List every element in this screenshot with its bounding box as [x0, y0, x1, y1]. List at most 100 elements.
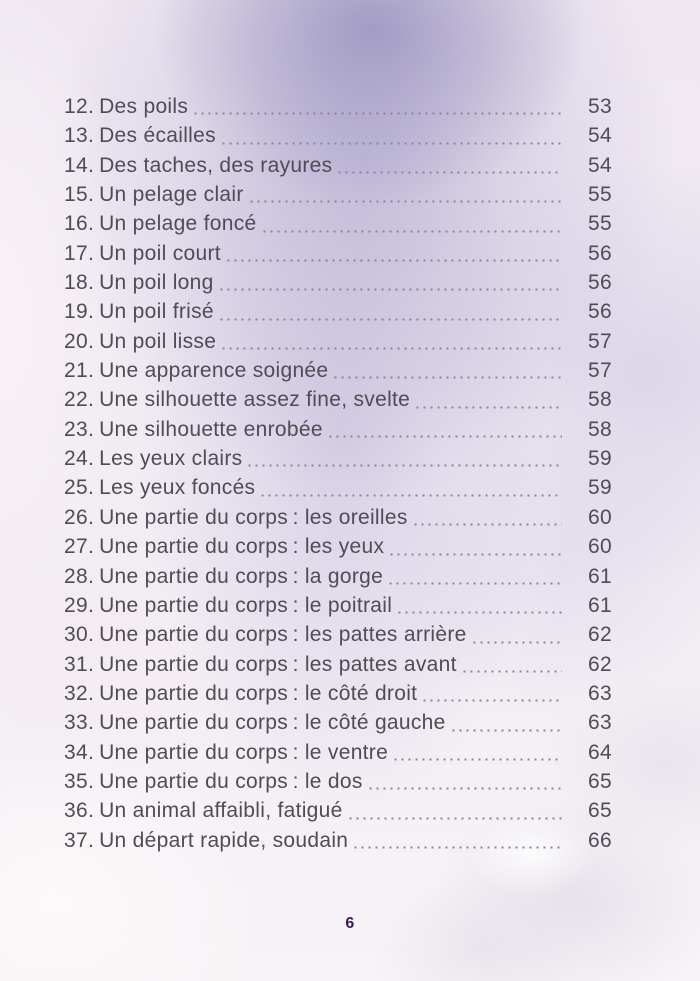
toc-entry-title: Un poil frisé [99, 300, 214, 324]
toc-entry-title: Une partie du corps : les pattes avant [99, 652, 457, 676]
toc-entry-number: 32. [64, 681, 95, 705]
toc-entry-number: 25. [64, 476, 95, 500]
toc-entry-number: 24. [64, 447, 95, 471]
toc-entry-title: Une partie du corps : la gorge [99, 564, 384, 588]
toc-entry-page: 60 [588, 535, 612, 559]
toc-entry-page: 56 [588, 271, 612, 295]
toc-entry: 15. Un pelage clair 55 [64, 180, 612, 209]
toc-entry-number: 13. [64, 124, 95, 148]
toc-entry-title: Un animal affaibli, fatigué [99, 799, 343, 823]
toc-entry-page: 53 [588, 95, 612, 118]
toc-dot-leader [261, 493, 562, 497]
toc-dot-leader [462, 669, 562, 673]
toc-entry-title: Les yeux clairs [99, 447, 243, 471]
toc-entry-title: Une silhouette enrobée [99, 417, 323, 441]
table-of-contents: 12. Des poils 53 13. Des écailles 54 14. Des ta… [64, 92, 612, 855]
toc-entry-title: Un poil court [99, 241, 221, 265]
toc-entry: 30. Une partie du corps : les pattes arri… [64, 620, 612, 649]
toc-entry-title: Une silhouette assez fine, svelte [99, 388, 411, 412]
toc-entry: 35. Une partie du corps : le dos 65 [64, 767, 612, 796]
toc-entry-number: 15. [64, 183, 95, 207]
toc-dot-leader [368, 787, 562, 791]
toc-dot-leader [413, 523, 562, 527]
toc-entry-page: 55 [588, 183, 612, 207]
toc-dot-leader [389, 581, 562, 585]
toc-dot-leader [394, 757, 562, 761]
toc-entry-title: Une partie du corps : les pattes arrière [99, 623, 467, 647]
toc-entry: 29. Une partie du corps : le poitrail 61 [64, 591, 612, 620]
toc-entry-page: 59 [588, 476, 612, 500]
toc-entry-number: 33. [64, 711, 95, 735]
toc-dot-leader [348, 816, 562, 820]
toc-entry: 27. Une partie du corps : les yeux 60 [64, 532, 612, 561]
toc-entry-number: 35. [64, 769, 95, 793]
toc-entry: 22. Une silhouette assez fine, svelte 58 [64, 385, 612, 414]
toc-entry: 34. Une partie du corps : le ventre 64 [64, 738, 612, 767]
toc-entry-number: 21. [64, 359, 95, 383]
toc-dot-leader [451, 728, 562, 732]
toc-dot-leader [226, 259, 562, 263]
toc-entry-number: 36. [64, 799, 95, 823]
toc-entry-page: 59 [588, 447, 612, 471]
toc-entry-page: 54 [588, 153, 612, 177]
toc-dot-leader [219, 288, 562, 292]
page-footer: 6 [0, 915, 700, 933]
toc-entry-title: Un poil long [99, 271, 214, 295]
toc-dot-leader [221, 141, 562, 145]
toc-entry-number: 20. [64, 329, 95, 353]
toc-dot-leader [472, 640, 562, 644]
toc-entry-page: 55 [588, 212, 612, 236]
toc-entry-number: 14. [64, 153, 95, 177]
toc-dot-leader [328, 435, 562, 439]
toc-entry-number: 22. [64, 388, 95, 412]
toc-entry-page: 65 [588, 769, 612, 793]
toc-entry-title: Les yeux foncés [99, 476, 256, 500]
toc-entry-number: 37. [64, 828, 95, 852]
toc-entry-page: 57 [588, 359, 612, 383]
toc-entry-number: 12. [64, 95, 95, 118]
toc-entry-number: 26. [64, 505, 95, 529]
toc-entry: 18. Un poil long 56 [64, 268, 612, 297]
toc-dot-leader [248, 464, 562, 468]
toc-entry-title: Des poils [99, 95, 189, 118]
toc-entry: 37. Un départ rapide, soudain 66 [64, 826, 612, 855]
toc-entry: 13. Des écailles 54 [64, 121, 612, 150]
toc-entry-number: 34. [64, 740, 95, 764]
toc-entry: 14. Des taches, des rayures 54 [64, 151, 612, 180]
toc-entry-page: 66 [588, 828, 612, 852]
toc-dot-leader [219, 317, 562, 321]
toc-entry-number: 17. [64, 241, 95, 265]
folio-page-number: 6 [345, 915, 355, 932]
toc-entry-title: Des taches, des rayures [99, 153, 333, 177]
toc-entry-page: 61 [588, 564, 612, 588]
toc-entry-title: Un pelage clair [99, 183, 244, 207]
toc-entry-page: 63 [588, 681, 612, 705]
toc-entry-page: 58 [588, 388, 612, 412]
toc-entry-page: 63 [588, 711, 612, 735]
toc-entry-number: 27. [64, 535, 95, 559]
toc-entry-number: 23. [64, 417, 95, 441]
toc-entry-page: 56 [588, 300, 612, 324]
toc-dot-leader [194, 112, 562, 116]
toc-entry: 17. Un poil court 56 [64, 239, 612, 268]
toc-dot-leader [222, 347, 562, 351]
toc-entry: 16. Un pelage foncé 55 [64, 209, 612, 238]
toc-entry-page: 65 [588, 799, 612, 823]
toc-entry: 21. Une apparence soignée 57 [64, 356, 612, 385]
toc-entry-title: Un poil lisse [99, 329, 217, 353]
toc-entry-title: Une apparence soignée [99, 359, 329, 383]
toc-entry-page: 57 [588, 329, 612, 353]
toc-list: 12. Des poils 53 13. Des écailles 54 14. Des ta… [64, 92, 612, 855]
toc-entry: 12. Des poils 53 [64, 92, 612, 121]
toc-entry-title: Un pelage foncé [99, 212, 257, 236]
toc-entry-number: 19. [64, 300, 95, 324]
toc-entry-title: Une partie du corps : les yeux [99, 535, 385, 559]
toc-entry-title: Une partie du corps : le ventre [99, 740, 389, 764]
toc-dot-leader [249, 200, 562, 204]
toc-entry: 36. Un animal affaibli, fatigué 65 [64, 796, 612, 825]
toc-entry: 28. Une partie du corps : la gorge 61 [64, 562, 612, 591]
toc-dot-leader [334, 376, 562, 380]
toc-dot-leader [354, 845, 562, 849]
toc-entry-title: Un départ rapide, soudain [99, 828, 349, 852]
